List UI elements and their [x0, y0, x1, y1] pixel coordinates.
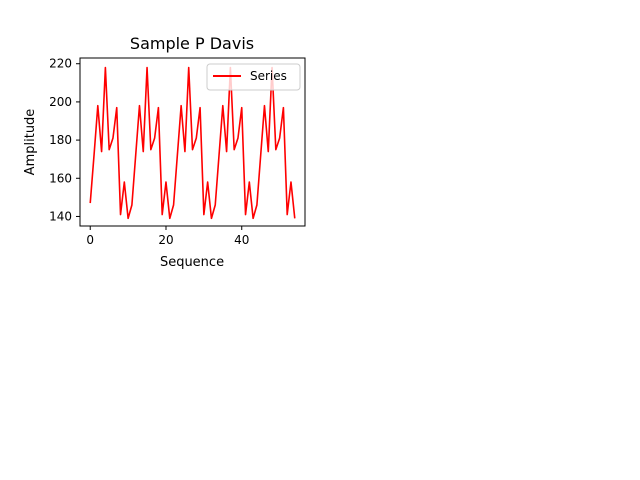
x-tick-label: 20	[158, 233, 173, 247]
y-axis-label: Amplitude	[23, 109, 38, 176]
chart-title: Sample P Davis	[130, 34, 254, 53]
y-tick-label: 160	[49, 171, 72, 185]
legend: Series	[206, 63, 301, 91]
x-axis: 0 20 40	[86, 226, 249, 247]
y-tick-label: 200	[49, 95, 72, 109]
x-axis-label: Sequence	[160, 255, 224, 270]
y-axis: 140 160 180 200 220	[49, 57, 80, 223]
legend-box	[206, 63, 301, 91]
y-tick-label: 140	[49, 209, 72, 223]
x-tick-label: 40	[234, 233, 249, 247]
y-tick-label: 180	[49, 133, 72, 147]
y-tick-label: 220	[49, 57, 72, 71]
legend-label: Series	[250, 69, 287, 83]
x-tick-label: 0	[86, 233, 94, 247]
series-line	[89, 66, 296, 220]
plot-area	[89, 66, 296, 220]
plot-frame	[79, 57, 306, 227]
